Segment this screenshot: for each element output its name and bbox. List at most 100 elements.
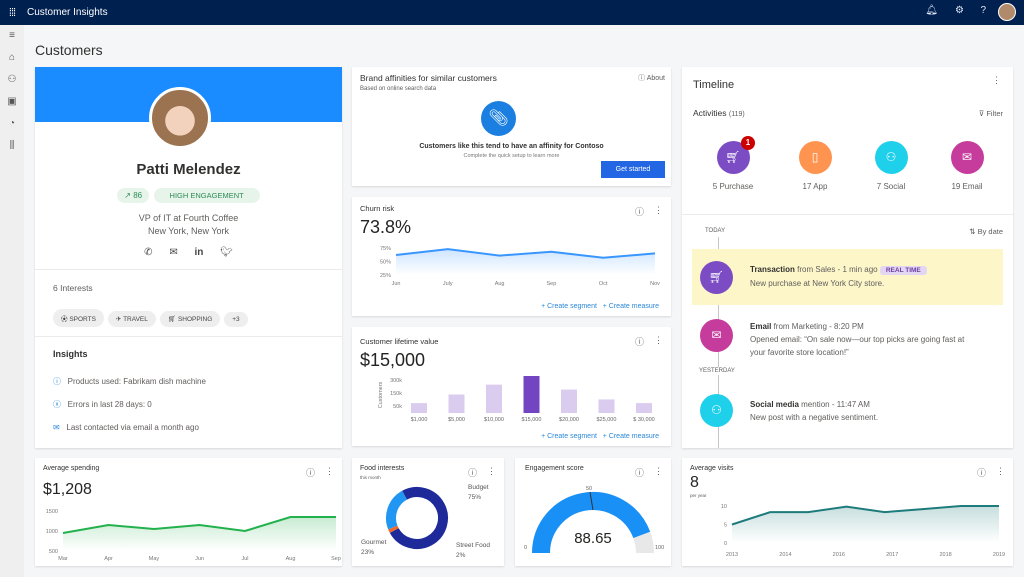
more-icon[interactable]: ⋮ <box>654 335 663 345</box>
customers-icon[interactable]: ⚇ <box>7 74 17 85</box>
info-icon[interactable]: ⓘ <box>976 468 986 478</box>
segments-icon[interactable]: ▣ <box>7 96 17 107</box>
lifetime-value-card: Customer lifetime value ⓘ ⋮ $15,000 Custo… <box>352 327 671 446</box>
brand-sub: Complete the quick setup to learn more <box>463 153 560 159</box>
activities-label: Activities (119) <box>693 108 745 118</box>
app-launcher-icon[interactable]: ⁞⁞⁞ <box>8 6 16 19</box>
x-tick-label: Sep <box>547 281 557 287</box>
more-icon[interactable]: ⋮ <box>325 466 334 476</box>
card-title: Churn risk <box>360 204 395 213</box>
phone-icon[interactable]: ✆ <box>144 247 153 258</box>
x-tick-label: 2016 <box>833 552 845 558</box>
help-icon[interactable]: ? <box>980 5 986 16</box>
create-measure-link[interactable]: + Create measure <box>602 433 659 440</box>
more-icon[interactable]: ⋮ <box>487 466 496 476</box>
activity-purchase[interactable]: 🛒︎ 5 Purchase 1 <box>712 136 755 191</box>
cart-icon: 🛒︎ <box>716 141 750 174</box>
menu-icon[interactable]: ≡ <box>9 30 15 41</box>
yesterday-label: YESTERDAY <box>699 367 735 375</box>
more-icon[interactable]: ⋮ <box>654 466 663 476</box>
mail-icon: ✉ <box>700 319 733 352</box>
visits-chart: 10 5 0 2013 2014 2016 2017 2018 2019 <box>721 504 1005 558</box>
info-icon[interactable]: ⓘ <box>305 468 315 478</box>
filter-button[interactable]: ⊽ Filter <box>978 109 1003 118</box>
interest-shopping[interactable]: 🛒︎ SHOPPING <box>159 311 221 327</box>
more-icon[interactable]: ⋮ <box>996 466 1005 476</box>
info-icon[interactable]: ⓘ <box>467 468 477 478</box>
linkedin-icon[interactable]: in <box>194 247 204 258</box>
interest-sports[interactable]: ⚽︎ SPORTS <box>53 309 104 327</box>
visits-unit: per year <box>690 493 707 498</box>
gauge-max-label: 100 <box>655 545 664 551</box>
create-segment-link[interactable]: + Create segment <box>541 303 597 310</box>
brand-affinities-card: Brand affinities for similar customers B… <box>352 67 671 186</box>
x-tick-label: Nov <box>650 281 660 287</box>
bar <box>411 403 427 413</box>
clv-chart: Customers 300k 150k 50k $1,000 $5,000 $10,000 $… <box>378 376 655 423</box>
x-tick-label: Jul <box>241 556 248 562</box>
activity-social[interactable]: ⚇ 7 Social <box>861 141 921 191</box>
info-icon[interactable]: ⓘ <box>634 468 644 478</box>
more-icon[interactable]: ⋮ <box>654 205 663 215</box>
slice-label: Budget <box>468 484 489 491</box>
bell-icon[interactable]: 🔔︎ <box>925 5 938 16</box>
activity-email[interactable]: ✉ 19 Email <box>937 141 997 191</box>
bar <box>486 384 502 413</box>
timeline-event[interactable]: Social media mention - 11:47 AM New post … <box>750 400 879 422</box>
donut-slice <box>389 487 448 549</box>
churn-risk-card: Churn risk ⓘ ⋮ 73.8% 75% 50% 25% Jun July Aug S… <box>352 197 671 316</box>
x-tick-label: Aug <box>286 556 296 562</box>
more-icon[interactable]: ⋮ <box>992 75 1001 85</box>
y-tick-label: 5 <box>724 523 727 529</box>
food-donut-chart: Budget 75% Street Food 2% Gourmet 23% <box>361 484 490 559</box>
card-title: Brand affinities for similar customers <box>360 73 497 83</box>
insights-title: Insights <box>53 349 88 359</box>
about-link[interactable]: ⓘ About <box>638 75 665 82</box>
info-icon[interactable]: ⓘ <box>634 207 644 217</box>
card-title: Average visits <box>690 465 734 472</box>
activity-app[interactable]: ▯ 17 App <box>785 141 845 191</box>
gauge-marker-label: 50 <box>586 486 592 492</box>
card-subtitle: Based on online search data <box>360 86 437 92</box>
slice-value: 2% <box>456 552 466 559</box>
y-tick-label: 50% <box>380 260 391 266</box>
x-tick-label: $1,000 <box>411 417 428 423</box>
timeline-event[interactable]: Email from Marketing - 8:20 PM Opened ema… <box>750 322 965 357</box>
bar <box>448 394 465 413</box>
left-nav: ≡ ⌂ ⚇ ▣ ◔ ⫼ <box>0 25 24 577</box>
insights-icon[interactable]: ◔ <box>8 118 16 129</box>
email-icon[interactable]: ✉ <box>169 247 178 258</box>
gauge-value: 88.65 <box>574 530 612 547</box>
area-fill <box>396 249 655 275</box>
y-tick-label: 1500 <box>46 509 58 515</box>
twitter-icon[interactable]: 🐦︎ <box>220 247 233 258</box>
notification-badge: 1 <box>741 136 755 150</box>
create-measure-link[interactable]: + Create measure <box>602 303 659 310</box>
engagement-score-card: Engagement score ⓘ ⋮ 50 88.65 0 100 <box>515 458 671 566</box>
interest-travel[interactable]: ✈ TRAVEL <box>107 311 156 327</box>
realtime-tag: REAL TIME <box>879 266 927 275</box>
page-title: Customers <box>35 42 103 58</box>
score-badge: ↗ 86 <box>117 188 150 203</box>
churn-value: 73.8% <box>360 217 412 237</box>
timeline-event[interactable]: Transaction from Sales - 1 min ago REAL … <box>750 263 1000 290</box>
home-icon[interactable]: ⌂ <box>8 52 16 63</box>
user-avatar[interactable] <box>998 3 1016 21</box>
x-tick-label: 2017 <box>886 552 898 558</box>
phone-icon: ▯ <box>798 141 832 174</box>
create-segment-link[interactable]: + Create segment <box>541 433 597 440</box>
get-started-button[interactable]: Get started <box>601 161 665 178</box>
card-title: Engagement score <box>525 465 584 472</box>
average-visits-card: Average visits ⓘ ⋮ 8 per year 10 5 0 2013 201… <box>682 458 1013 566</box>
x-tick-label: 2018 <box>939 552 951 558</box>
gear-icon[interactable]: ⚙ <box>955 5 964 16</box>
card-title: Customer lifetime value <box>360 337 439 346</box>
info-icon[interactable]: ⓘ <box>634 337 644 347</box>
job-title: VP of IT at Fourth Coffee <box>138 213 239 223</box>
interest-more[interactable]: +3 <box>224 312 248 327</box>
sort-button[interactable]: ⇅ By date <box>969 227 1003 236</box>
x-tick-label: Sep <box>331 556 341 562</box>
area-fill <box>63 517 336 551</box>
measures-icon[interactable]: ⫼ <box>9 140 15 151</box>
